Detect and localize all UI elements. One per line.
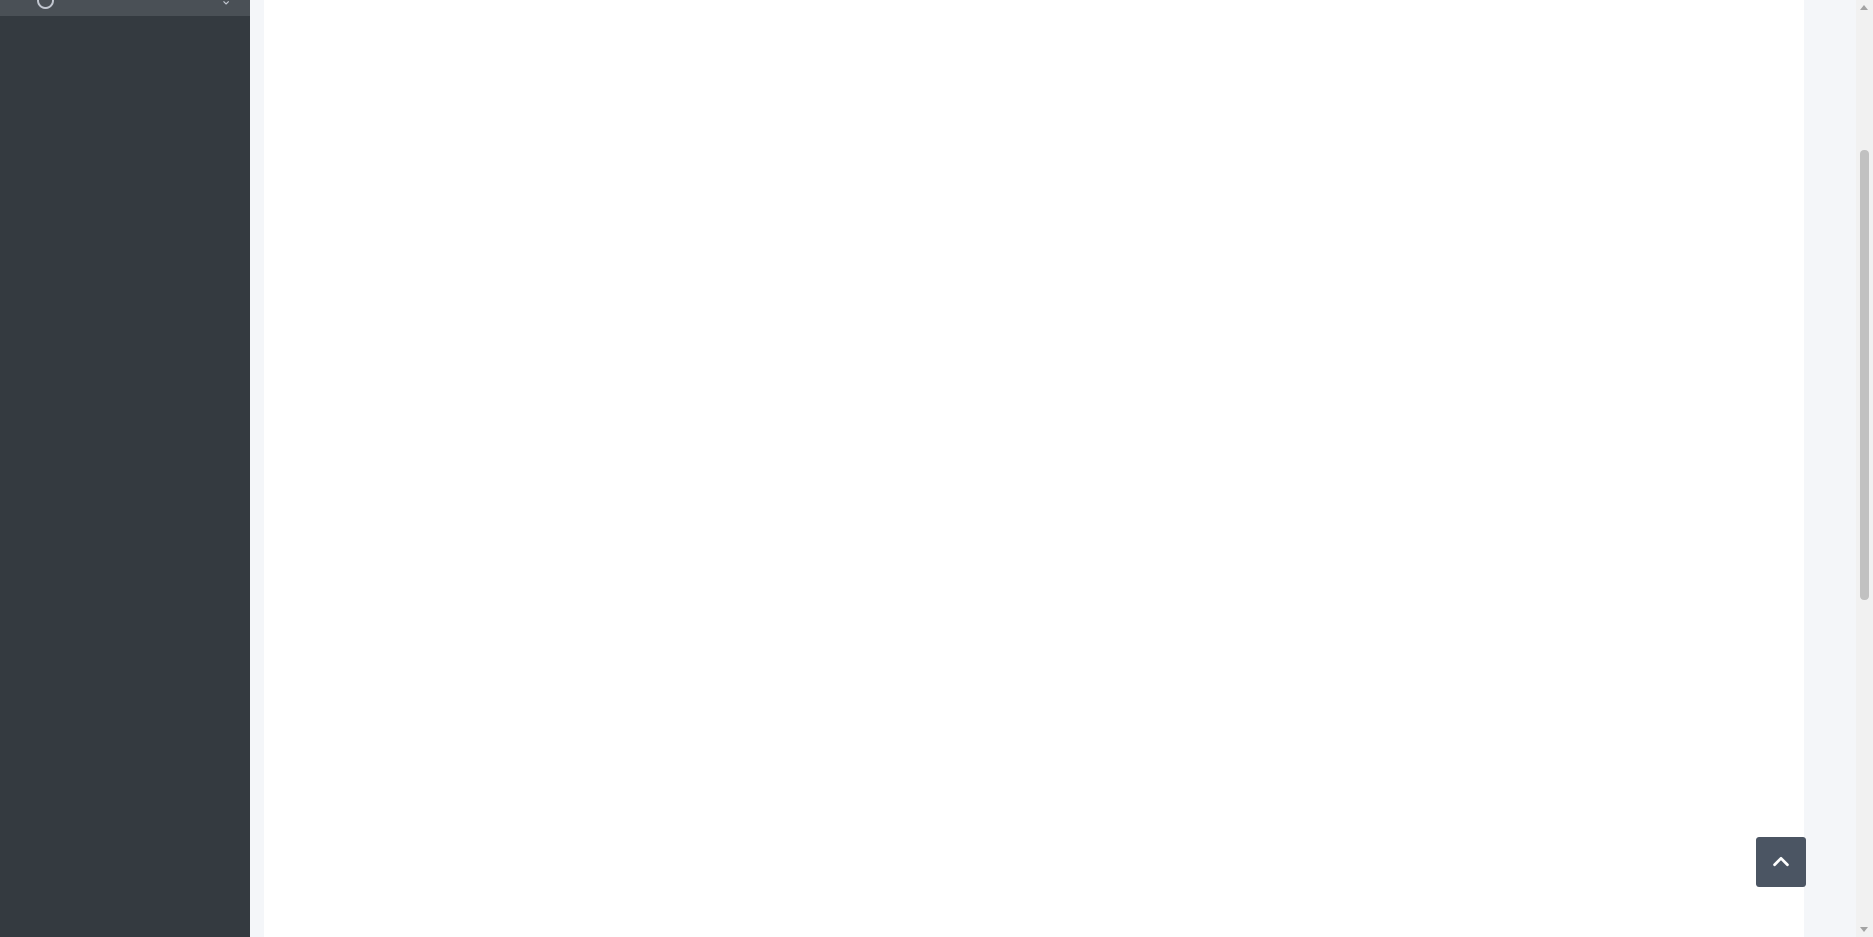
circle-icon [37,0,54,9]
sidebar-item-leaves-attendance[interactable]: ⌄ [0,0,250,16]
page-scrollbar[interactable] [1856,0,1873,937]
scrollbar-thumb[interactable] [1860,150,1869,600]
scroll-down-arrow-icon[interactable] [1860,927,1868,932]
attendance-card [264,0,1804,937]
back-to-top-button[interactable] [1756,837,1806,887]
main-content [250,0,1856,937]
scroll-up-arrow-icon[interactable] [1860,5,1868,10]
sidebar-subgroup: ⌄ [0,0,250,16]
chevron-up-icon [1773,856,1789,867]
chevron-down-icon: ⌄ [220,0,232,9]
sidebar: ⌄ [0,0,250,937]
